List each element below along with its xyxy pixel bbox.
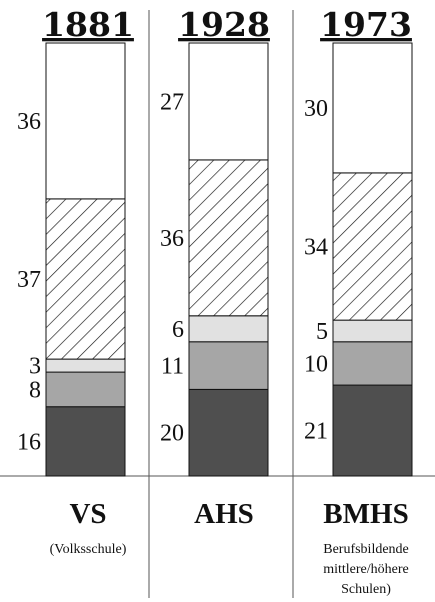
bar-segment-1928-s3 — [188, 315, 269, 343]
value-label-1973-s4: 34 — [304, 235, 328, 261]
bar-segment-1973-s1 — [332, 384, 413, 477]
value-label-1928-s5: 27 — [160, 89, 184, 115]
year-label-1973: 1973 — [320, 5, 412, 44]
bar-segment-1881-s3 — [45, 358, 126, 373]
category-title-AHS: AHS — [194, 498, 254, 530]
bar-segment-1881-s4 — [45, 198, 126, 360]
labels-layer: 16 83 37 36 1881 VS (Volksschule) 20 11 6 36 27 1928… — [17, 5, 412, 597]
value-label-1973-s1: 21 — [304, 419, 328, 445]
bar-segment-1973-s3 — [332, 319, 413, 343]
value-label-1973-s5: 30 — [304, 96, 328, 122]
value-label-1881-s5: 36 — [17, 109, 41, 135]
category-subtitle-BMHS-3: Schulen) — [341, 582, 391, 597]
category-subtitle-BMHS-1: Berufsbildende — [323, 542, 409, 557]
value-label-1928-s1: 20 — [160, 421, 184, 447]
bar-segment-1973-s5 — [332, 42, 413, 174]
bar-segment-1973-s2 — [332, 341, 413, 386]
value-label-1881-s3: 3 — [29, 354, 41, 380]
value-label-1928-s4: 36 — [160, 226, 184, 252]
bar-segment-1928-s2 — [188, 341, 269, 390]
category-title-BMHS: BMHS — [323, 498, 408, 530]
value-label-1881-s1: 16 — [17, 429, 41, 455]
value-label-1928-s3: 6 — [172, 317, 184, 343]
bar-segment-1928-s5 — [188, 42, 269, 161]
category-subtitle-VS-1: (Volksschule) — [50, 542, 127, 557]
value-label-1881-s2: 8 — [29, 377, 41, 403]
value-label-1973-s2: 10 — [304, 351, 328, 377]
bar-segment-1881-s5 — [45, 42, 126, 200]
bar-segment-1928-s1 — [188, 388, 269, 477]
bars-layer — [45, 42, 413, 477]
value-label-1881-s4: 37 — [17, 267, 41, 293]
bar-segment-1881-s1 — [45, 406, 126, 477]
category-subtitle-BMHS-2: mittlere/höhere — [323, 562, 409, 577]
bar-segment-1881-s2 — [45, 371, 126, 408]
value-label-1928-s2: 11 — [161, 354, 184, 380]
year-label-1881: 1881 — [42, 5, 134, 44]
category-title-VS: VS — [69, 498, 106, 530]
value-label-1973-s3: 5 — [316, 319, 328, 345]
year-label-1928: 1928 — [178, 5, 270, 44]
bar-segment-1973-s4 — [332, 172, 413, 321]
bar-segment-1928-s4 — [188, 159, 269, 317]
